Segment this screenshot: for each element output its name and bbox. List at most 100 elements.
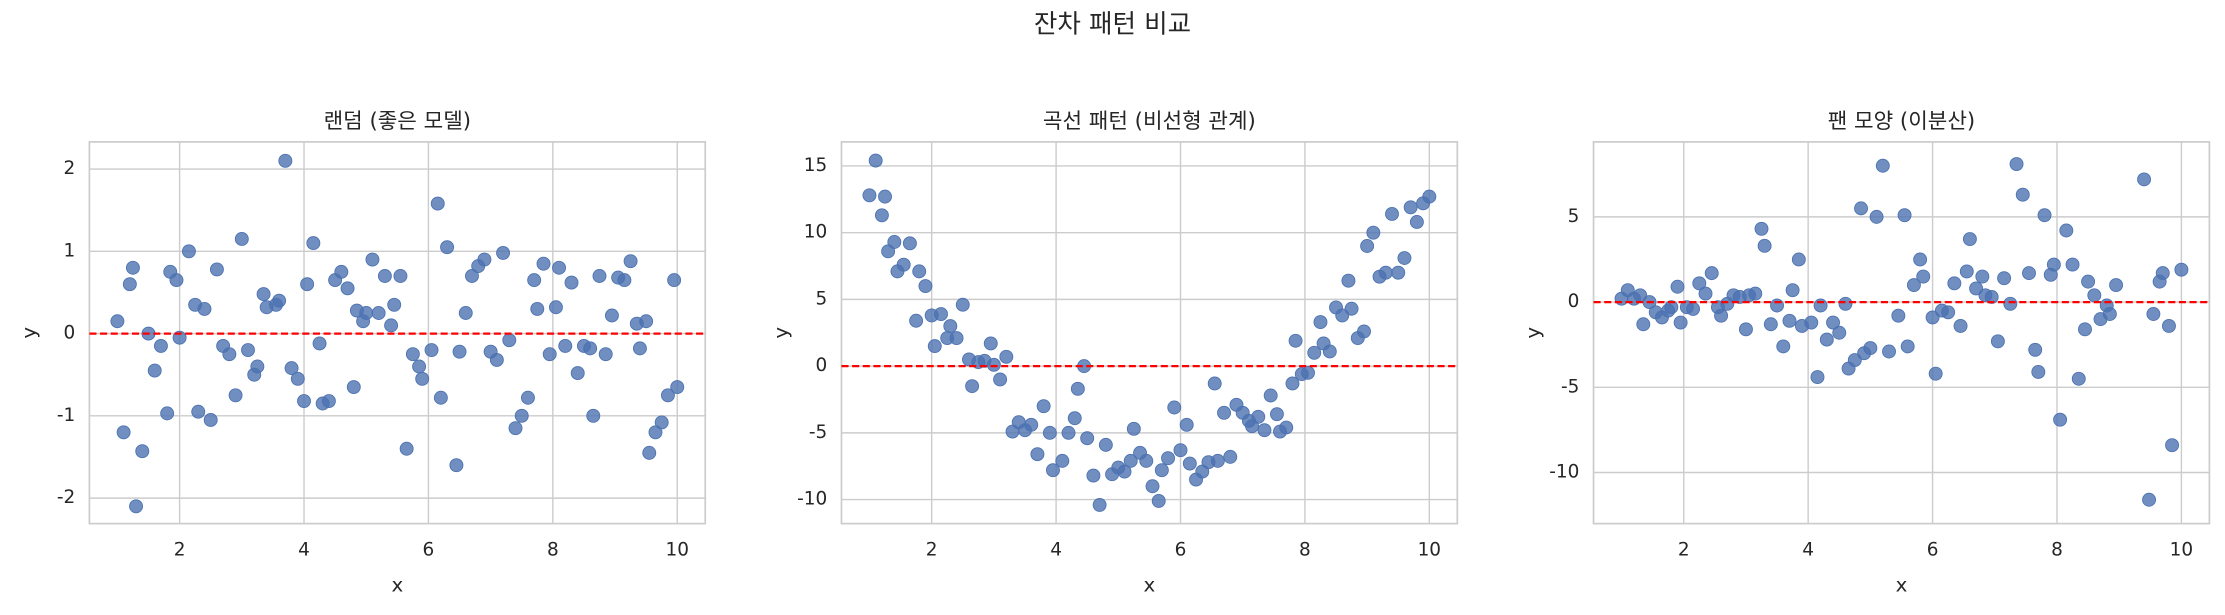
scatter-point	[1422, 189, 1437, 204]
scatter-point	[399, 441, 414, 456]
scatter-point	[1378, 265, 1393, 280]
scatter-point	[1030, 447, 1045, 462]
scatter-point	[1975, 269, 1990, 284]
scatter-point	[1263, 388, 1278, 403]
scatter-point	[1959, 264, 1974, 279]
scatter-point	[1686, 301, 1701, 316]
scatter-point	[868, 153, 883, 168]
scatter-point	[2053, 412, 2068, 427]
scatter-point	[2059, 223, 2074, 238]
scatter-point	[1403, 200, 1418, 215]
scatter-point	[377, 269, 392, 283]
scatter-point	[965, 379, 980, 394]
scatter-point	[1301, 365, 1315, 380]
scatter-point	[284, 361, 299, 376]
scatter-point	[153, 338, 168, 353]
scatter-point	[1854, 201, 1868, 216]
scatter-point	[1962, 232, 1977, 246]
scatter-point	[1785, 283, 1800, 298]
x-axis-label: x	[1896, 574, 1908, 597]
x-tick-label: 10	[666, 540, 689, 561]
x-axis-label: x	[391, 574, 403, 597]
scatter-point	[986, 357, 1001, 372]
scatter-point	[660, 388, 675, 403]
scatter-point	[433, 390, 448, 405]
scatter-point	[203, 413, 218, 427]
scatter-point	[290, 371, 305, 386]
x-tick-label: 10	[1418, 540, 1441, 561]
scatter-point	[334, 264, 349, 279]
scatter-point	[147, 363, 162, 378]
scatter-point	[1046, 463, 1060, 478]
scatter-point	[617, 273, 632, 288]
scatter-point	[993, 372, 1008, 387]
scatter-point	[1279, 420, 1294, 435]
scatter-point	[2174, 262, 2189, 277]
scatter-point	[927, 339, 942, 354]
x-axis-label: x	[1144, 574, 1156, 597]
scatter-point	[521, 390, 535, 405]
scatter-point	[1738, 322, 1753, 337]
scatter-point	[1217, 405, 1231, 420]
scatter-point	[2009, 157, 2024, 172]
scatter-point	[1182, 456, 1197, 471]
x-tick-label: 6	[423, 540, 435, 561]
scatter-point	[527, 273, 542, 288]
scatter-point	[1397, 251, 1412, 265]
scatter-point	[306, 236, 321, 251]
scatter-point	[1913, 252, 1928, 267]
scatter-point	[1341, 273, 1356, 288]
scatter-point	[2137, 172, 2152, 187]
scatter-point	[1335, 308, 1350, 323]
subplot-title: 랜덤 (좋은 모델)	[324, 109, 471, 134]
scatter-point	[564, 275, 579, 290]
scatter-point	[1869, 209, 1884, 224]
scatter-point	[1714, 308, 1729, 323]
scatter-point	[1782, 313, 1797, 328]
scatter-point	[412, 359, 427, 374]
scatter-point	[393, 269, 408, 283]
scatter-point	[2071, 371, 2086, 386]
scatter-point	[2155, 266, 2170, 281]
scatter-point	[1664, 300, 1679, 315]
scatter-point	[1832, 325, 1847, 340]
scatter-point	[1288, 333, 1303, 348]
scatter-point	[1941, 305, 1956, 320]
scatter-point	[1692, 276, 1707, 291]
scatter-point	[1207, 376, 1222, 391]
scatter-point	[648, 425, 663, 440]
scatter-point	[1636, 317, 1651, 332]
scatter-point	[1385, 207, 1399, 221]
scatter-point	[241, 343, 255, 357]
scatter-point	[1776, 339, 1791, 354]
scatter-point	[1092, 497, 1107, 512]
scatter-point	[592, 269, 607, 283]
x-tick-label: 4	[1802, 540, 1814, 561]
scatter-point	[2142, 492, 2157, 507]
scatter-point	[321, 394, 336, 408]
scatter-point	[1673, 315, 1688, 330]
scatter-point	[2031, 364, 2046, 379]
y-tick-label: -5	[809, 422, 827, 443]
scatter-point	[1223, 449, 1238, 464]
scatter-point	[1055, 453, 1070, 468]
y-tick-label: 5	[1568, 206, 1580, 227]
scatter-point	[452, 344, 467, 359]
scatter-point	[1173, 443, 1188, 458]
scatter-point	[1285, 376, 1300, 391]
y-axis-label: y	[769, 327, 792, 339]
scatter-point	[300, 277, 315, 292]
scatter-point	[1770, 298, 1785, 313]
scatter-point	[1313, 315, 1328, 330]
scatter-point	[1906, 278, 1921, 292]
scatter-point	[1344, 301, 1359, 316]
scatter-point	[862, 188, 877, 203]
scatter-point	[983, 336, 998, 351]
scatter-point	[943, 319, 958, 334]
scatter-point	[1916, 269, 1931, 284]
scatter-point	[514, 408, 529, 423]
scatter-point	[272, 293, 287, 308]
scatter-point	[570, 366, 585, 381]
scatter-point	[912, 264, 927, 279]
scatter-point	[2003, 296, 2018, 311]
